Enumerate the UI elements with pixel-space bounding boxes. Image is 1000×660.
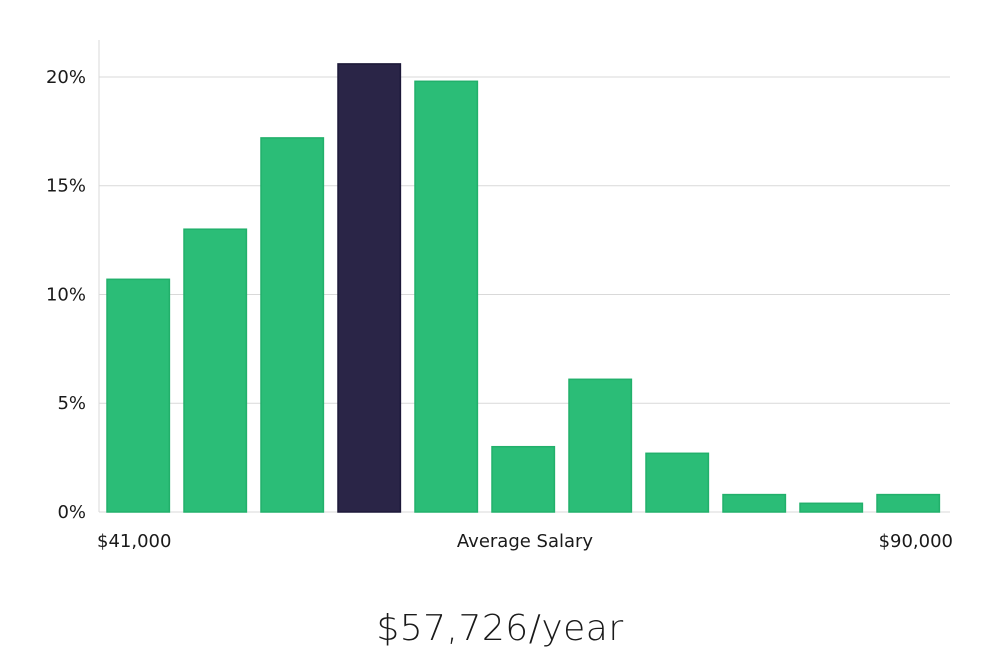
y-tick-label: 5% [57, 393, 86, 414]
salary-histogram: 0% 5% 10% 15% 20% $41,000 Average Salary $90… [46, 40, 953, 552]
y-tick-label: 15% [46, 176, 86, 197]
bar [645, 452, 710, 513]
bar [568, 378, 633, 513]
y-axis-ticks: 0% 5% 10% 15% 20% [46, 67, 86, 523]
x-min-label: $41,000 [97, 531, 171, 552]
x-max-label: $90,000 [879, 531, 953, 552]
bar [260, 137, 325, 513]
bar [414, 80, 479, 513]
y-tick-label: 0% [57, 502, 86, 523]
x-axis-title: Average Salary [457, 531, 594, 552]
y-tick-label: 10% [46, 284, 86, 305]
bar [799, 502, 864, 513]
average-salary-value: $57,726/year [376, 608, 624, 649]
bar [722, 493, 787, 513]
bars [106, 63, 941, 513]
bar [183, 228, 248, 513]
bar [491, 445, 556, 513]
bar-average-salary [337, 63, 402, 513]
y-tick-label: 20% [46, 67, 86, 88]
bar [876, 493, 941, 513]
bar [106, 278, 171, 513]
